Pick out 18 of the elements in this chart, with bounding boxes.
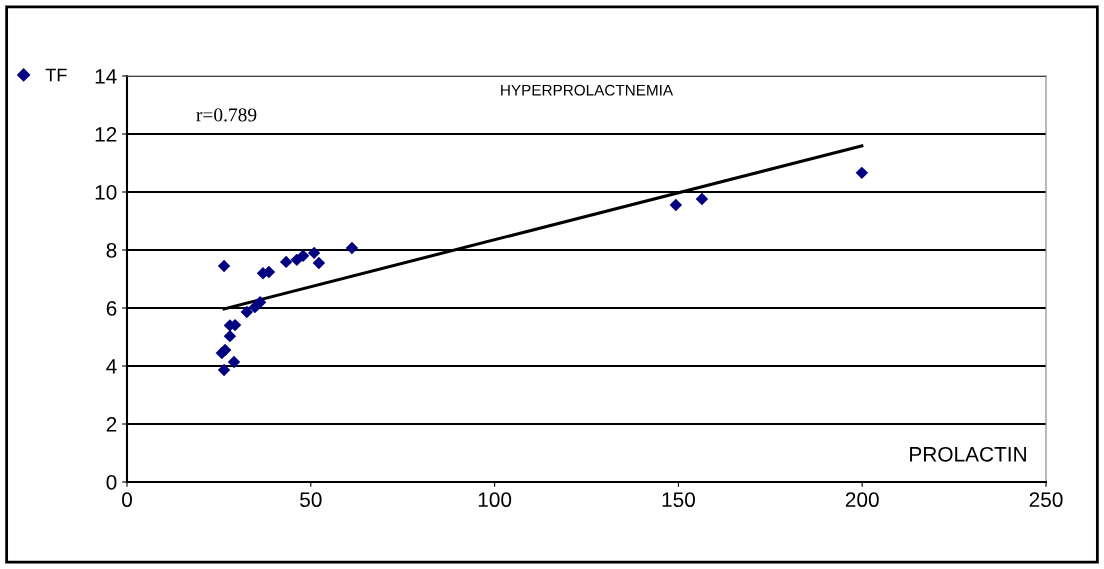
x-axis-title: PROLACTIN (910, 446, 1026, 462)
y-tick-label: 12 (95, 127, 117, 142)
y-tick-label: 4 (106, 359, 117, 374)
y-tick-label: 14 (95, 69, 117, 84)
y-tick-label: 6 (106, 301, 117, 316)
x-tick-label: 150 (662, 492, 695, 508)
y-tick-label: 2 (106, 417, 117, 432)
y-tick-label: 10 (95, 185, 117, 200)
annotation: r=0.789 (196, 108, 257, 122)
y-tick-label: 8 (106, 243, 117, 258)
y-tick-label: 0 (106, 475, 117, 490)
x-tick-label: 50 (300, 492, 322, 508)
x-tick-label: 100 (478, 492, 512, 508)
legend-label: TF (45, 68, 67, 82)
x-tick-label: 200 (845, 492, 879, 508)
x-tick-label: 250 (1029, 492, 1063, 508)
chart-title: HYPERPROLACTNEMIA (501, 84, 674, 96)
x-tick-label: 0 (122, 492, 132, 508)
